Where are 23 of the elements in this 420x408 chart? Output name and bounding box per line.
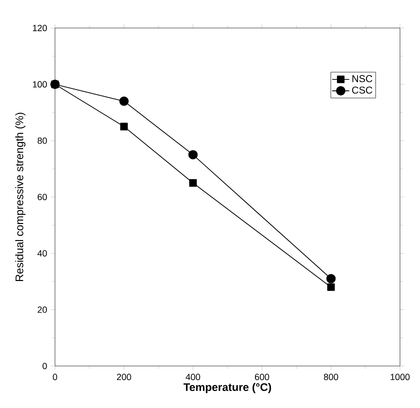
x-tick-label: 1000 (390, 374, 410, 380)
point (120, 122, 128, 130)
legend-label: NSC (352, 75, 372, 82)
y-tick-label: 40 (37, 250, 47, 257)
x-tick-label: 600 (254, 374, 270, 380)
x-axis-title: Temperature (°C) (184, 382, 272, 394)
x-tick-label: 400 (186, 374, 200, 380)
point (327, 283, 335, 291)
x-tick-label: 0 (52, 374, 58, 380)
y-tick-label: 100 (32, 81, 47, 88)
point (119, 96, 129, 106)
y-tick-label: 0 (42, 362, 47, 370)
y-tick-label: 60 (38, 194, 47, 200)
x-tick-label: 800 (324, 374, 338, 380)
y-tick-label: 80 (38, 137, 47, 144)
point (188, 150, 198, 160)
x-tick-label: 200 (116, 374, 132, 380)
legend-label: CSC (352, 86, 372, 94)
y-axis-title: Residual compressive strength (%) (15, 112, 26, 282)
point (189, 179, 197, 187)
point (326, 274, 336, 284)
y-tick-label: 120 (32, 24, 47, 32)
y-tick-label: 20 (38, 306, 47, 313)
